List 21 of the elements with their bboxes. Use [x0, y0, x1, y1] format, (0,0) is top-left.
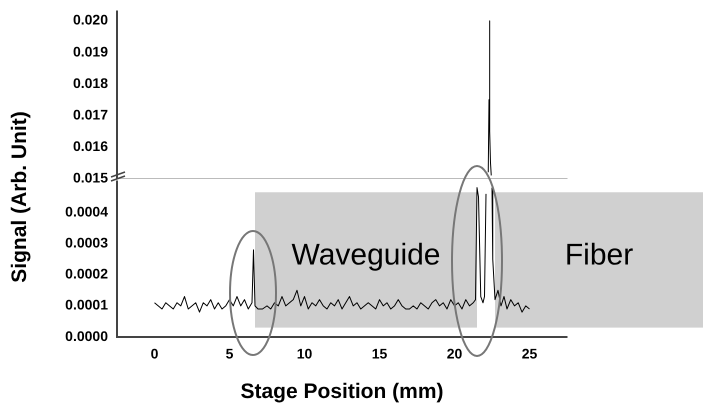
y-tick-label: 0.0002 [65, 266, 108, 282]
y-tick-label: 0.0004 [65, 203, 108, 220]
x-tick-label: 10 [296, 345, 312, 362]
y-tick-label: 0.0003 [65, 234, 108, 250]
y-tick-label: 0.017 [72, 106, 108, 122]
x-tick-label: 0 [150, 345, 159, 362]
y-tick-label: 0.020 [72, 12, 108, 28]
y-tick-label: 0.015 [72, 169, 108, 186]
y-tick-label: 0.019 [72, 43, 108, 60]
y-tick-label: 0.016 [72, 138, 108, 154]
band-label: Fiber [564, 238, 634, 272]
y-tick-label: 0.0001 [65, 296, 108, 313]
y-tick-label: 0.018 [72, 74, 108, 91]
x-tick-label: 20 [446, 345, 462, 362]
band-label: Waveguide [292, 238, 440, 272]
x-tick-label: 25 [522, 345, 538, 362]
y-axis-title: Signal (Arb. Unit) [8, 110, 32, 285]
x-tick-label: 5 [226, 345, 234, 362]
x-axis-title: Stage Position (mm) [240, 380, 444, 404]
y-tick-label: 0.0000 [65, 328, 108, 344]
x-tick-label: 15 [372, 345, 388, 362]
